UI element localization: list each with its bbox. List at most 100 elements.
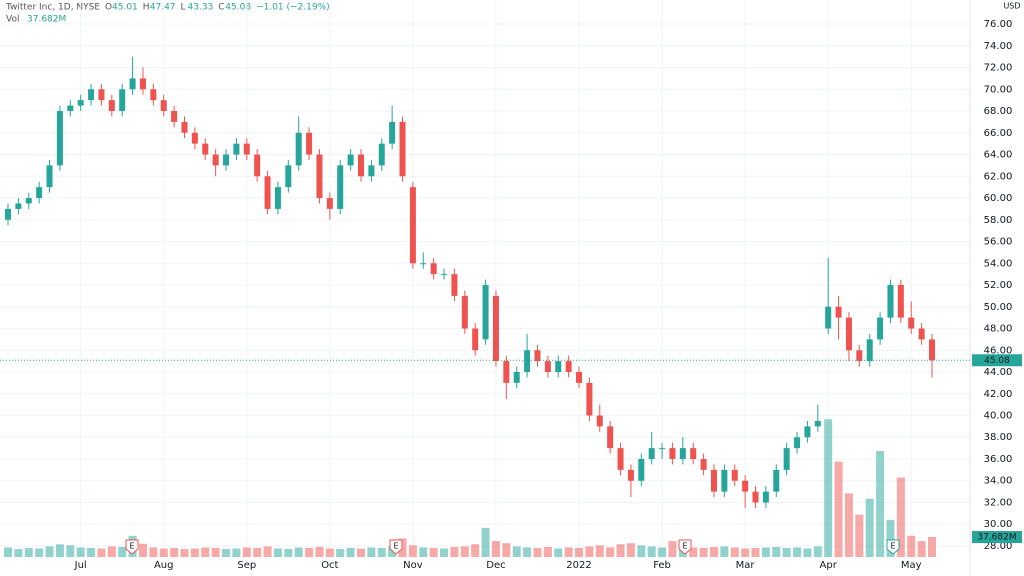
earnings-marker: E bbox=[886, 539, 900, 555]
volume-bar bbox=[491, 541, 500, 557]
earnings-icon bbox=[678, 539, 692, 555]
earnings-marker: E bbox=[678, 539, 692, 555]
x-tick-label: Feb bbox=[653, 560, 671, 571]
candle-body bbox=[420, 263, 427, 265]
volume-bar bbox=[512, 546, 521, 557]
volume-bar bbox=[138, 543, 147, 557]
volume-bar bbox=[45, 546, 54, 557]
y-tick-label: 64.00 bbox=[984, 150, 1013, 161]
volume-bar bbox=[118, 546, 127, 557]
candle-body bbox=[565, 361, 572, 373]
candle-body bbox=[430, 263, 437, 275]
volume-bar bbox=[14, 549, 23, 557]
candle-body bbox=[306, 132, 313, 155]
candle-body bbox=[524, 350, 531, 373]
volume-bar bbox=[637, 545, 646, 557]
candle-body bbox=[36, 187, 43, 199]
candle-body bbox=[783, 448, 790, 470]
x-tick-label: Dec bbox=[486, 560, 505, 571]
volume-bar bbox=[813, 546, 822, 557]
candle-body bbox=[794, 437, 801, 449]
candle-body bbox=[804, 426, 811, 438]
y-tick-label: 48.00 bbox=[984, 324, 1013, 335]
volume-bar bbox=[616, 544, 625, 557]
y-tick-label: 32.00 bbox=[984, 497, 1013, 508]
candle-body bbox=[918, 328, 925, 340]
candle-body bbox=[368, 165, 375, 177]
volume-value: 37.682M bbox=[27, 15, 66, 25]
volume-bar bbox=[450, 546, 459, 557]
candle-body bbox=[887, 285, 894, 318]
candle-body bbox=[897, 285, 904, 318]
volume-bar bbox=[107, 546, 116, 557]
volume-bar bbox=[647, 546, 656, 557]
candle-body bbox=[492, 295, 499, 362]
candle-body bbox=[233, 143, 240, 155]
volume-bar bbox=[440, 548, 449, 557]
x-tick-label: Nov bbox=[403, 560, 423, 571]
volume-bar bbox=[876, 451, 885, 557]
candle-body bbox=[856, 350, 863, 362]
candle-body bbox=[607, 426, 614, 449]
last-price-label: 45.08 bbox=[984, 356, 1010, 366]
y-tick-label: 54.00 bbox=[984, 258, 1013, 269]
candle-body bbox=[337, 165, 344, 209]
candle-body bbox=[929, 339, 935, 361]
y-tick-label: 60.00 bbox=[984, 193, 1013, 204]
volume-bar bbox=[66, 545, 75, 557]
volume-bar bbox=[263, 546, 272, 557]
candle-body bbox=[451, 274, 458, 296]
volume-bar bbox=[772, 546, 781, 557]
volume-bar bbox=[284, 549, 293, 557]
volume-title: Vol bbox=[6, 15, 19, 25]
candle-body bbox=[638, 458, 645, 481]
candle-body bbox=[877, 317, 884, 340]
volume-bar bbox=[741, 548, 750, 557]
volume-bar bbox=[408, 545, 417, 557]
candle-body bbox=[212, 154, 219, 166]
candle-body bbox=[586, 382, 593, 416]
candle-body bbox=[482, 285, 489, 340]
volume-bar bbox=[35, 548, 44, 557]
y-tick-label: 34.00 bbox=[984, 476, 1013, 487]
candle-body bbox=[576, 372, 583, 383]
volume-bar bbox=[907, 535, 916, 557]
candle-body bbox=[98, 89, 105, 101]
volume-bar bbox=[523, 547, 532, 557]
candle-body bbox=[264, 176, 271, 209]
volume-bar bbox=[595, 545, 604, 557]
y-tick-label: 68.00 bbox=[984, 106, 1013, 117]
currency: USD bbox=[1003, 2, 1020, 11]
x-tick-label: Aug bbox=[154, 560, 174, 571]
volume-bar bbox=[928, 537, 936, 557]
earnings-label: E bbox=[393, 542, 398, 551]
y-tick-label: 50.00 bbox=[984, 302, 1013, 313]
candle-body bbox=[648, 448, 655, 459]
candle-body bbox=[814, 420, 821, 427]
candle-body bbox=[326, 198, 333, 209]
candle-body bbox=[773, 469, 780, 492]
volume-bar bbox=[460, 546, 469, 557]
volume-bar bbox=[4, 547, 12, 557]
y-tick-label: 52.00 bbox=[984, 280, 1013, 291]
candle-body bbox=[669, 448, 676, 459]
volume-tag-label: 37.682M bbox=[977, 533, 1016, 543]
y-tick-label: 70.00 bbox=[984, 84, 1013, 95]
candle-body bbox=[191, 132, 198, 144]
volume-bar bbox=[315, 546, 324, 557]
volume-bar bbox=[87, 547, 96, 557]
volume-bar bbox=[481, 527, 490, 557]
earnings-marker: E bbox=[389, 539, 403, 555]
candle-body bbox=[171, 111, 178, 122]
volume-bar bbox=[730, 547, 739, 557]
ohlc-key: L bbox=[181, 3, 186, 13]
candle-body bbox=[223, 154, 230, 166]
volume-bar bbox=[180, 549, 189, 557]
candle-body bbox=[617, 448, 624, 470]
volume-bar bbox=[751, 547, 760, 557]
candle-body bbox=[710, 469, 717, 492]
volume-bar bbox=[585, 546, 594, 557]
volume-bar bbox=[834, 461, 843, 557]
volume-bar bbox=[55, 544, 64, 557]
